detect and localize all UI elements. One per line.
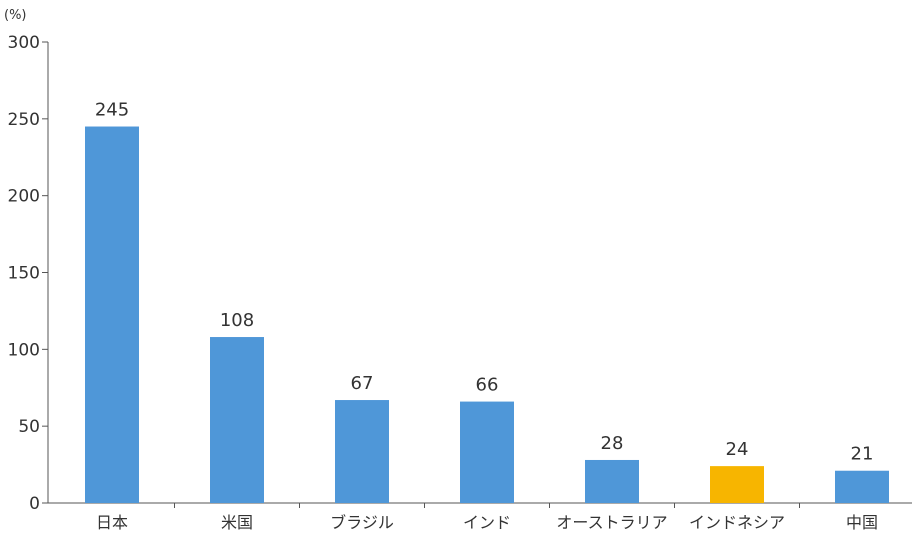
x-tick-label: インド bbox=[463, 513, 511, 531]
y-tick-label: 50 bbox=[18, 417, 40, 437]
x-tick-label: インドネシア bbox=[689, 513, 785, 531]
y-tick-label: 150 bbox=[8, 264, 40, 284]
data-label: 28 bbox=[601, 433, 624, 454]
data-labels: 245 108 67 66 28 24 21 bbox=[95, 100, 874, 465]
bar bbox=[710, 466, 764, 503]
bars bbox=[85, 126, 889, 504]
x-tick-label: 米国 bbox=[221, 513, 253, 531]
data-label: 24 bbox=[726, 439, 749, 460]
data-label: 67 bbox=[351, 373, 374, 394]
y-tick-label: 0 bbox=[29, 494, 40, 514]
bar bbox=[335, 400, 389, 503]
y-tick-label: 250 bbox=[8, 110, 40, 130]
x-tick-label: ブラジル bbox=[330, 513, 394, 531]
y-tick-label: 300 bbox=[8, 33, 40, 53]
y-tick-label: 200 bbox=[8, 187, 40, 207]
bar bbox=[210, 337, 264, 503]
data-label: 245 bbox=[95, 100, 129, 121]
x-tick-label: 中国 bbox=[846, 513, 878, 531]
x-tick-label: オーストラリア bbox=[556, 513, 667, 531]
x-tick-label: 日本 bbox=[96, 513, 128, 531]
data-label: 21 bbox=[851, 444, 874, 465]
bar bbox=[835, 470, 889, 503]
data-label: 66 bbox=[476, 375, 499, 396]
data-label: 108 bbox=[220, 310, 254, 331]
x-axis: 日本 米国 ブラジル インド オーストラリア インドネシア 中国 bbox=[48, 502, 912, 532]
y-axis: 0 50 100 150 200 250 300 bbox=[8, 33, 49, 514]
bar bbox=[585, 459, 639, 503]
y-tick-label: 100 bbox=[8, 340, 40, 360]
bar bbox=[85, 126, 139, 504]
y-axis-unit-label: (%) bbox=[4, 8, 27, 23]
bar bbox=[460, 401, 514, 503]
